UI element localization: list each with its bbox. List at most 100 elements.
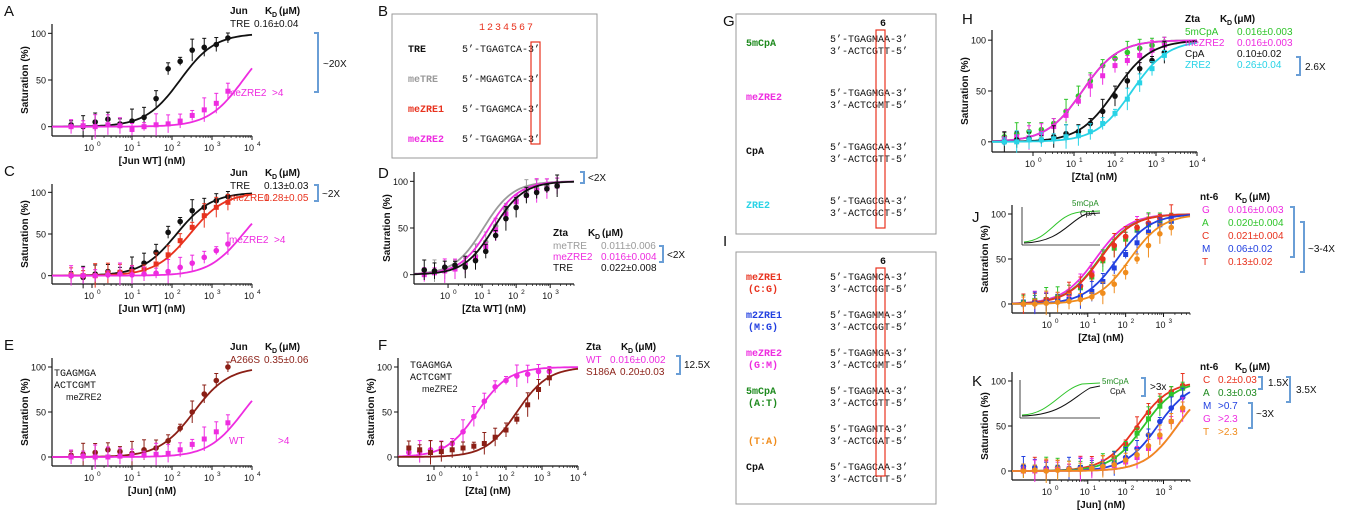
y-tick-label: 100 <box>31 363 46 373</box>
data-point <box>153 261 159 267</box>
data-point <box>92 124 98 130</box>
data-point <box>1168 405 1175 411</box>
sequence-line: 3’-ACTCGAT-5’ <box>830 436 908 448</box>
series-name-label: C <box>1202 231 1209 242</box>
x-tick-label: 10 <box>1066 159 1076 169</box>
y-tick-label: 50 <box>36 76 46 86</box>
x-tick-exponent: 3 <box>217 471 221 478</box>
data-point <box>1087 83 1093 89</box>
fit-curve <box>414 180 575 276</box>
fit-curve <box>52 67 253 128</box>
position-number: 4 <box>503 23 509 34</box>
x-tick-label: 10 <box>426 473 436 483</box>
data-point <box>189 112 195 118</box>
data-point <box>213 247 220 254</box>
fit-curve <box>1011 383 1191 472</box>
panel-letter: E <box>4 337 14 354</box>
kd-header-name: Jun <box>230 168 248 179</box>
data-point <box>141 271 147 277</box>
series-name-label: G <box>1203 414 1211 425</box>
x-tick-exponent: 0 <box>97 289 101 296</box>
data-point <box>1112 63 1118 69</box>
data-point <box>189 207 196 214</box>
series-name-label: WT <box>586 355 602 366</box>
data-point <box>481 441 487 446</box>
fold-change-label: 3.5X <box>1296 385 1317 396</box>
panel-letter: F <box>378 337 387 354</box>
data-point <box>1134 452 1140 458</box>
sequence-line: 5’-TGAGCAA-3’ <box>830 142 908 154</box>
fold-bracket <box>1248 402 1253 429</box>
data-point <box>201 107 207 113</box>
data-point <box>165 66 171 72</box>
x-tick-label: 10 <box>534 473 544 483</box>
inset-label: 5mCpA <box>1072 199 1099 208</box>
data-point <box>1111 281 1118 288</box>
data-point <box>189 441 195 447</box>
data-point <box>1100 73 1106 79</box>
series-name-label: meZRE2 <box>227 88 267 99</box>
data-point <box>153 451 159 457</box>
data-point <box>201 213 207 219</box>
sequence-box <box>735 13 937 235</box>
data-point <box>1066 298 1072 305</box>
fold-change-label: <2X <box>667 250 685 261</box>
x-tick-exponent: 2 <box>1131 485 1135 492</box>
data-point <box>225 364 231 370</box>
x-tick-exponent: 3 <box>217 141 221 148</box>
data-point <box>141 114 147 121</box>
x-tick-label: 10 <box>124 291 134 301</box>
sequence-name: meZRE2 <box>422 384 458 394</box>
data-point <box>177 118 183 124</box>
x-tick-label: 10 <box>1080 320 1090 330</box>
data-point <box>165 268 171 275</box>
data-point <box>1014 139 1020 145</box>
x-tick-exponent: 3 <box>1161 157 1165 164</box>
x-tick-label: 10 <box>498 473 508 483</box>
data-point <box>1145 242 1152 249</box>
data-point <box>165 252 171 258</box>
data-point <box>1100 279 1106 284</box>
kd-value-label: 0.020±0.004 <box>1228 218 1284 229</box>
x-tick-exponent: 2 <box>177 471 181 478</box>
data-point <box>153 249 159 256</box>
sequence-line: ACTCGMT <box>410 373 452 384</box>
fold-bracket <box>676 355 681 375</box>
x-tick-exponent: 1 <box>1093 318 1097 325</box>
data-point <box>471 413 477 420</box>
x-tick-exponent: 2 <box>1131 318 1135 325</box>
x-tick-exponent: 2 <box>521 289 525 296</box>
data-point <box>225 241 231 247</box>
data-point <box>1122 269 1129 276</box>
data-point <box>225 88 231 94</box>
kd-value-label: >2.3 <box>1218 414 1238 425</box>
x-axis-label: [Zta] (nM) <box>465 486 511 497</box>
series-T <box>1012 401 1191 483</box>
series-name-label: 5mCpA <box>1185 27 1219 38</box>
data-point <box>536 387 542 392</box>
fold-bracket <box>1290 206 1295 258</box>
fold-change-label: 2.6X <box>1305 62 1326 73</box>
x-tick-exponent: 4 <box>257 289 261 296</box>
y-tick-label: 0 <box>1001 467 1006 477</box>
series-name-label: ZRE2 <box>1185 60 1211 71</box>
data-point <box>68 454 74 460</box>
x-tick-label: 10 <box>1148 159 1158 169</box>
kd-header-unit: (μM) <box>635 342 656 353</box>
data-point <box>462 264 469 271</box>
data-point <box>1100 463 1106 470</box>
sequence-line: 5’-TGAGCAA-3’ <box>830 462 908 474</box>
data-point <box>513 204 519 211</box>
data-point <box>503 215 509 222</box>
inset-label: CpA <box>1080 209 1096 218</box>
data-point <box>153 270 159 276</box>
y-tick-label: 0 <box>41 122 46 132</box>
panel-letter: D <box>378 165 389 182</box>
kd-value-label: >2.3 <box>1218 427 1238 438</box>
sequence-line: 5’-MGAGTCA-3’ <box>462 74 540 86</box>
data-point <box>213 204 219 210</box>
